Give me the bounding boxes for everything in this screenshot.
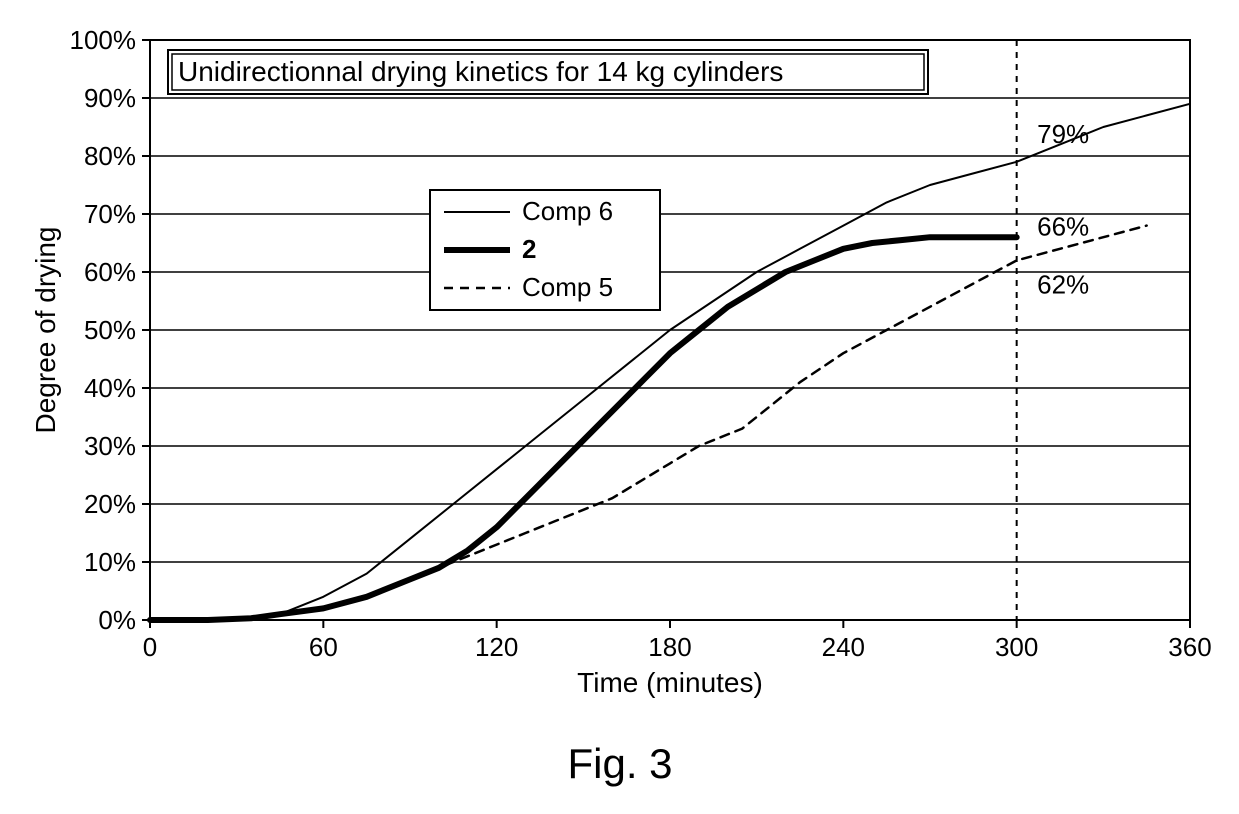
svg-text:90%: 90% xyxy=(84,83,136,113)
svg-text:60%: 60% xyxy=(84,257,136,287)
svg-text:40%: 40% xyxy=(84,373,136,403)
svg-text:Time (minutes): Time (minutes) xyxy=(577,667,763,698)
figure-caption: Fig. 3 xyxy=(20,740,1220,788)
svg-text:2: 2 xyxy=(522,234,536,264)
svg-text:180: 180 xyxy=(648,632,691,662)
svg-text:120: 120 xyxy=(475,632,518,662)
svg-text:0: 0 xyxy=(143,632,157,662)
svg-text:79%: 79% xyxy=(1037,119,1089,149)
svg-text:0%: 0% xyxy=(98,605,136,635)
svg-text:50%: 50% xyxy=(84,315,136,345)
svg-text:10%: 10% xyxy=(84,547,136,577)
svg-text:Degree of drying: Degree of drying xyxy=(30,226,61,433)
svg-text:20%: 20% xyxy=(84,489,136,519)
svg-text:360: 360 xyxy=(1168,632,1211,662)
svg-text:30%: 30% xyxy=(84,431,136,461)
svg-text:300: 300 xyxy=(995,632,1038,662)
svg-text:100%: 100% xyxy=(70,25,137,55)
svg-text:80%: 80% xyxy=(84,141,136,171)
svg-text:62%: 62% xyxy=(1037,270,1089,300)
svg-text:Comp 6: Comp 6 xyxy=(522,196,613,226)
svg-text:240: 240 xyxy=(822,632,865,662)
svg-text:70%: 70% xyxy=(84,199,136,229)
svg-text:60: 60 xyxy=(309,632,338,662)
svg-text:Unidirectionnal drying kinetic: Unidirectionnal drying kinetics for 14 k… xyxy=(178,56,783,87)
svg-text:66%: 66% xyxy=(1037,212,1089,242)
svg-text:Comp 5: Comp 5 xyxy=(522,272,613,302)
chart-container: 0% 10% 20% 30% 40% 50% 60% 70% 80% 90% 100% 0 60 120 1… xyxy=(20,20,1220,790)
chart-svg: 0% 10% 20% 30% 40% 50% 60% 70% 80% 90% 100% 0 60 120 1… xyxy=(20,20,1220,720)
